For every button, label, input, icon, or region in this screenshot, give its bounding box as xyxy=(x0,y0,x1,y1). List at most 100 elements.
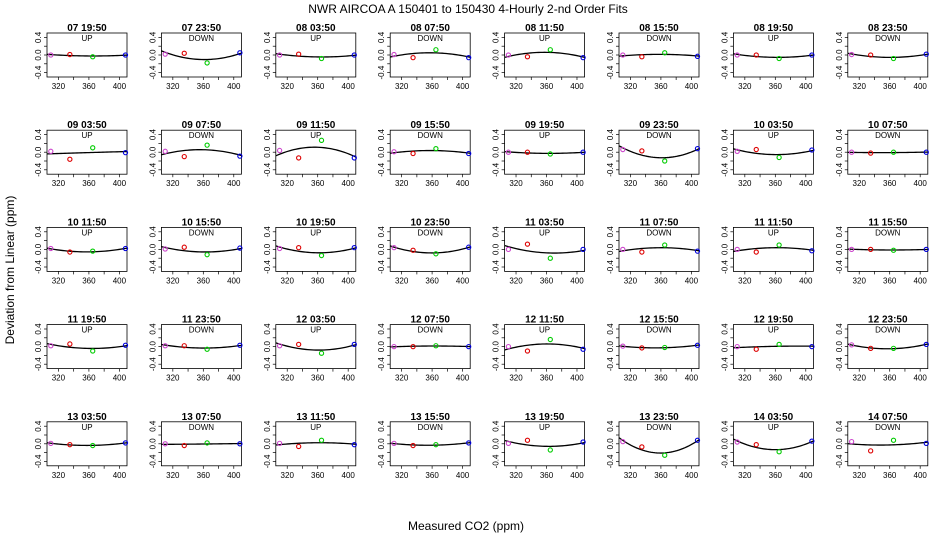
x-tick-label: 360 xyxy=(883,374,897,383)
data-point xyxy=(162,246,168,252)
data-point xyxy=(734,52,740,58)
data-point xyxy=(694,146,701,152)
data-point xyxy=(809,343,815,350)
data-point xyxy=(776,242,782,248)
y-tick-label: 0.0 xyxy=(377,146,386,158)
panel-time: 08 15:50 xyxy=(639,23,679,34)
data-point xyxy=(848,149,855,155)
x-tick-label: 320 xyxy=(853,82,867,91)
y-tick-label: 0.0 xyxy=(377,49,386,61)
panel-direction: UP xyxy=(81,228,92,237)
data-point xyxy=(890,55,897,62)
y-tick-label: 0.0 xyxy=(148,243,157,255)
y-tick-label: 0.4 xyxy=(34,31,43,43)
data-point xyxy=(580,439,586,445)
panel-direction: UP xyxy=(81,326,92,335)
x-tick-label: 360 xyxy=(311,179,325,188)
x-tick-label: 360 xyxy=(654,82,668,91)
panel-time: 10 11:50 xyxy=(68,217,107,228)
y-tick-label: 0.4 xyxy=(720,323,729,335)
x-tick-label: 400 xyxy=(227,374,241,383)
panel-time: 12 23:50 xyxy=(868,315,908,326)
panel-time: 11 19:50 xyxy=(68,315,107,326)
y-tick-label: 0.0 xyxy=(34,146,43,158)
x-tick-label: 320 xyxy=(52,179,66,188)
y-axis-label: Deviation from Linear (ppm) xyxy=(3,196,17,345)
y-tick-label: 0.4 xyxy=(606,128,615,140)
y-tick-label: 0.0 xyxy=(263,146,272,158)
x-tick-label: 360 xyxy=(540,471,554,480)
data-point xyxy=(67,442,73,448)
panel-time: 09 07:50 xyxy=(182,120,222,131)
data-point xyxy=(466,440,472,446)
panel-time: 13 03:50 xyxy=(67,412,107,423)
x-tick-label: 400 xyxy=(113,82,127,91)
data-point xyxy=(90,248,96,254)
data-point xyxy=(433,47,439,53)
y-tick-label: 0.0 xyxy=(835,49,844,61)
y-tick-label: 0.4 xyxy=(377,323,386,335)
panel-time: 09 11:50 xyxy=(296,120,335,131)
data-point xyxy=(466,343,472,350)
data-point xyxy=(391,343,397,350)
data-point xyxy=(848,246,855,253)
x-tick-label: 360 xyxy=(654,276,668,285)
fit-curve xyxy=(161,50,242,61)
y-tick-label: -0.4 xyxy=(606,454,615,468)
y-tick-label: -0.4 xyxy=(720,65,729,79)
panel-direction: UP xyxy=(768,228,779,237)
x-tick-label: 320 xyxy=(281,374,295,383)
x-tick-label: 400 xyxy=(914,82,928,91)
fit-curve xyxy=(733,148,814,156)
y-tick-label: 0.4 xyxy=(835,128,844,140)
panel-direction: UP xyxy=(768,326,779,335)
fit-curve xyxy=(733,438,814,451)
x-tick-label: 360 xyxy=(311,471,325,480)
x-tick-label: 320 xyxy=(166,374,180,383)
x-tick-label: 360 xyxy=(769,82,783,91)
x-tick-label: 320 xyxy=(395,374,409,383)
y-tick-label: -0.4 xyxy=(720,260,729,274)
fit-curve xyxy=(389,245,471,254)
panel-time: 08 07:50 xyxy=(410,23,450,34)
y-tick-label: 0.4 xyxy=(606,323,615,335)
x-tick-label: 400 xyxy=(456,471,470,480)
fit-curve xyxy=(390,345,471,348)
y-tick-label: 0.4 xyxy=(720,31,729,43)
x-tick-label: 400 xyxy=(685,276,699,285)
y-tick-label: -0.4 xyxy=(720,357,729,371)
data-point xyxy=(580,54,586,61)
fit-curve xyxy=(161,149,242,157)
panel-time: 13 07:50 xyxy=(182,412,222,423)
y-tick-label: -0.4 xyxy=(720,162,729,176)
x-tick-label: 400 xyxy=(342,276,356,285)
y-tick-label: 0.0 xyxy=(148,438,157,450)
y-tick-label: -0.4 xyxy=(148,162,157,176)
panel-direction: DOWN xyxy=(875,228,901,237)
y-tick-label: 0.0 xyxy=(263,340,272,352)
data-point xyxy=(662,242,668,248)
y-tick-label: 0.4 xyxy=(606,420,615,432)
fit-curve xyxy=(847,248,928,251)
data-point xyxy=(410,247,416,253)
data-point xyxy=(296,51,302,57)
data-point xyxy=(890,149,897,155)
x-tick-label: 360 xyxy=(82,179,96,188)
x-tick-label: 400 xyxy=(456,374,470,383)
y-tick-label: 0.4 xyxy=(34,420,43,432)
data-point xyxy=(237,50,243,56)
data-point xyxy=(868,52,874,58)
x-tick-label: 400 xyxy=(799,82,813,91)
data-point xyxy=(391,149,397,155)
x-tick-label: 360 xyxy=(425,276,439,285)
data-point xyxy=(391,51,397,58)
x-tick-label: 360 xyxy=(197,276,211,285)
y-tick-label: -0.4 xyxy=(148,65,157,79)
data-point xyxy=(580,149,586,155)
y-tick-label: 0.0 xyxy=(720,49,729,61)
y-tick-label: 0.4 xyxy=(835,226,844,238)
